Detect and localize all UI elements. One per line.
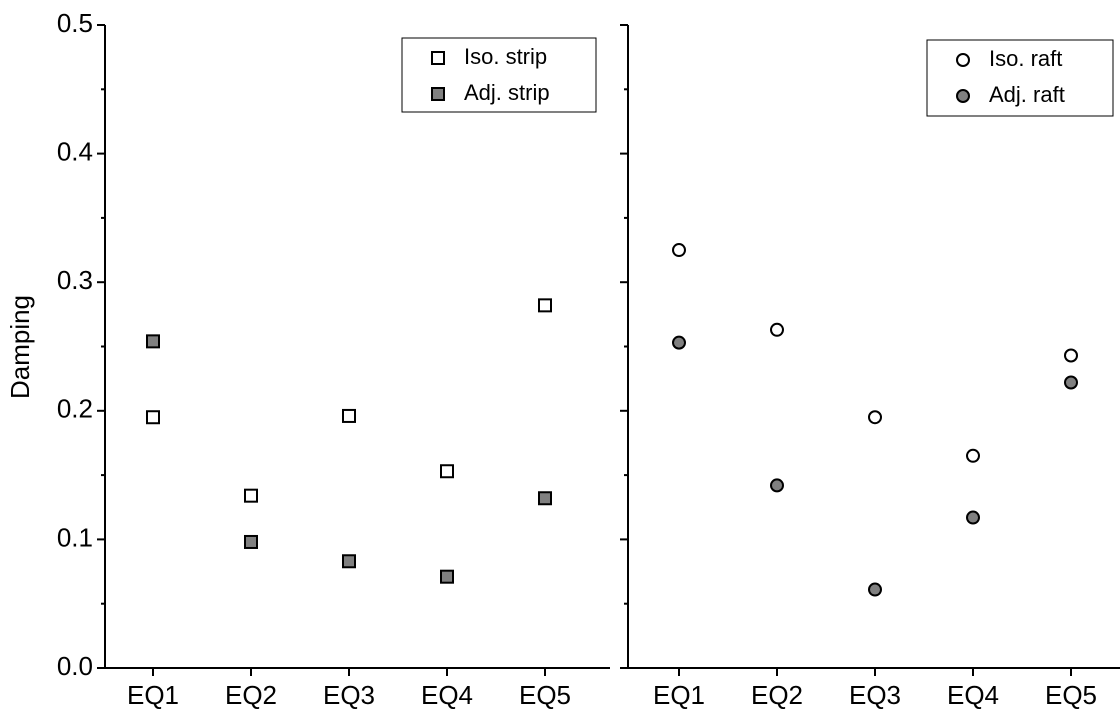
y-axis-label: Damping (5, 295, 35, 399)
legend-label: Adj. strip (464, 80, 550, 105)
marker (868, 582, 882, 597)
marker (672, 243, 686, 258)
marker (1064, 348, 1078, 363)
marker (770, 322, 784, 337)
x-tick-label: EQ2 (225, 680, 277, 710)
marker (146, 334, 160, 349)
marker (672, 335, 686, 350)
marker (440, 464, 454, 479)
marker (244, 488, 258, 503)
marker (966, 448, 980, 463)
legend-marker (956, 53, 970, 67)
marker (1064, 375, 1078, 390)
x-tick-label: EQ4 (421, 680, 473, 710)
marker (966, 510, 980, 525)
x-tick-label: EQ5 (1045, 680, 1097, 710)
y-tick-label: 0.2 (57, 394, 93, 424)
x-tick-label: EQ3 (849, 680, 901, 710)
marker (146, 410, 160, 425)
marker (440, 569, 454, 584)
y-tick-label: 0.0 (57, 651, 93, 681)
legend-marker (431, 87, 445, 101)
marker (868, 410, 882, 425)
marker (342, 554, 356, 569)
legend-label: Iso. strip (464, 44, 547, 69)
x-tick-label: EQ1 (127, 680, 179, 710)
y-tick-label: 0.3 (57, 265, 93, 295)
marker (770, 478, 784, 493)
x-tick-label: EQ2 (751, 680, 803, 710)
marker (538, 298, 552, 313)
x-tick-label: EQ5 (519, 680, 571, 710)
marker (538, 491, 552, 506)
marker (342, 408, 356, 423)
x-tick-label: EQ1 (653, 680, 705, 710)
y-tick-label: 0.1 (57, 522, 93, 552)
legend-box (926, 39, 1114, 117)
x-tick-label: EQ4 (947, 680, 999, 710)
legend-marker (956, 89, 970, 103)
y-tick-label: 0.4 (57, 136, 93, 166)
y-tick-label: 0.5 (57, 8, 93, 38)
legend-label: Adj. raft (989, 82, 1065, 107)
legend-marker (431, 51, 445, 65)
marker (244, 534, 258, 549)
legend-label: Iso. raft (989, 46, 1062, 71)
x-tick-label: EQ3 (323, 680, 375, 710)
